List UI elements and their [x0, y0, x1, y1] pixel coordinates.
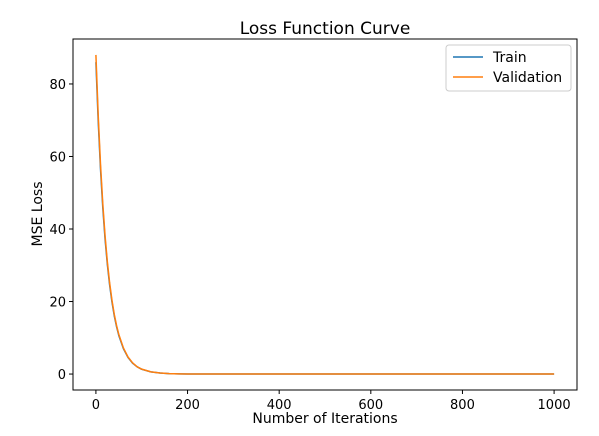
series-line-train: [95, 62, 555, 375]
plot-area: [95, 54, 555, 375]
legend-label-validation: Validation: [493, 70, 562, 86]
y-axis: 0 20 40 60 80: [49, 78, 73, 383]
legend: Train Validation: [445, 44, 572, 92]
x-axis: 0 200 400 600 800 1000: [92, 390, 571, 413]
chart-title: Loss Function Curve: [240, 19, 411, 39]
x-tick-label: 1000: [538, 398, 571, 413]
series-line-validation: [95, 54, 555, 375]
y-tick-label: 80: [49, 78, 66, 93]
y-axis-label: MSE Loss: [30, 182, 46, 247]
y-tick-label: 0: [58, 368, 66, 383]
y-tick-label: 20: [49, 296, 66, 311]
y-tick-label: 60: [49, 150, 66, 165]
x-tick-label: 0: [92, 398, 100, 413]
x-tick-label: 200: [175, 398, 200, 413]
x-axis-label: Number of Iterations: [252, 411, 397, 427]
x-tick-label: 800: [450, 398, 475, 413]
y-tick-label: 40: [49, 223, 66, 238]
axes-frame: [72, 38, 578, 391]
legend-label-train: Train: [492, 50, 527, 66]
x-tick-label: 400: [267, 398, 292, 413]
x-tick-label: 600: [358, 398, 383, 413]
